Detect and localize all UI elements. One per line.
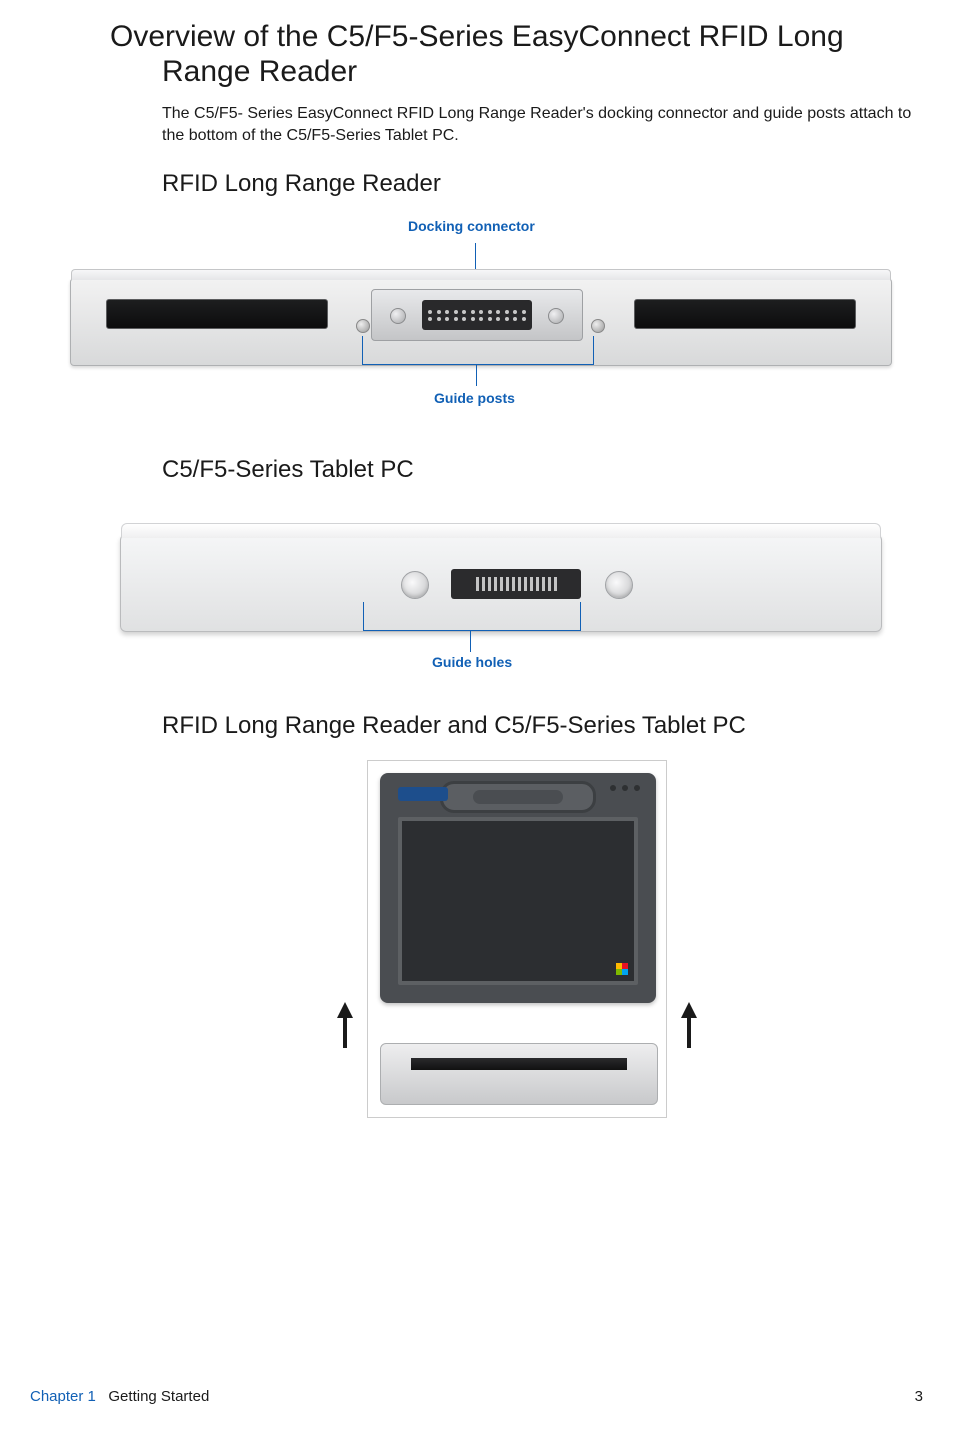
guide-hole-left xyxy=(401,571,429,599)
tablet-front-illustration xyxy=(380,773,656,1003)
connector-pinblock xyxy=(422,300,532,330)
rfid-reader-top-illustration xyxy=(380,1043,658,1105)
tablet-handle xyxy=(440,781,596,813)
page-title: Overview of the C5/F5-Series EasyConnect… xyxy=(110,20,923,89)
leader-line xyxy=(476,364,477,386)
connector-screw-icon xyxy=(548,308,564,324)
rfid-top-edge xyxy=(71,269,891,280)
chapter-number: Chapter 1 xyxy=(30,1388,96,1405)
leader-line xyxy=(470,630,471,652)
arrow-up-icon xyxy=(679,1000,699,1050)
callout-guide-posts: Guide posts xyxy=(434,390,515,406)
callout-guide-holes: Guide holes xyxy=(432,654,512,670)
guide-hole-right xyxy=(605,571,633,599)
page-number: 3 xyxy=(915,1388,923,1405)
tablet-logo xyxy=(398,787,448,801)
leader-bracket xyxy=(362,336,594,365)
diagram-rfid-reader: Docking connector Guide posts xyxy=(70,218,923,438)
tablet-dock-port xyxy=(451,569,581,599)
leader-bracket xyxy=(363,602,581,631)
section-heading-tablet: C5/F5-Series Tablet PC xyxy=(162,456,923,484)
intro-paragraph: The C5/F5- Series EasyConnect RFID Long … xyxy=(110,103,923,146)
section-heading-combined: RFID Long Range Reader and C5/F5-Series … xyxy=(162,712,923,740)
arrow-up-icon xyxy=(335,1000,355,1050)
combined-illustration-frame xyxy=(367,760,667,1118)
windows-icon xyxy=(616,963,628,975)
guide-post-left xyxy=(356,319,370,333)
diagram-tablet-with-reader xyxy=(327,760,707,1160)
docking-connector-plate xyxy=(371,289,583,341)
tablet-buttons xyxy=(610,785,640,791)
document-page: Overview of the C5/F5-Series EasyConnect… xyxy=(0,0,973,1431)
rfid-slot-left xyxy=(106,299,328,329)
connector-screw-icon xyxy=(390,308,406,324)
tablet-screen xyxy=(398,817,638,985)
page-footer: Chapter 1 Getting Started 3 xyxy=(30,1388,923,1405)
chapter-title: Getting Started xyxy=(108,1388,209,1405)
footer-chapter: Chapter 1 Getting Started xyxy=(30,1388,209,1405)
callout-docking-connector: Docking connector xyxy=(408,218,535,234)
diagram-tablet-edge: Guide holes xyxy=(70,504,923,694)
section-heading-rfid-reader: RFID Long Range Reader xyxy=(162,170,923,198)
dock-slot xyxy=(411,1058,627,1070)
tablet-top-edge xyxy=(121,523,881,538)
rfid-slot-right xyxy=(634,299,856,329)
guide-post-right xyxy=(591,319,605,333)
